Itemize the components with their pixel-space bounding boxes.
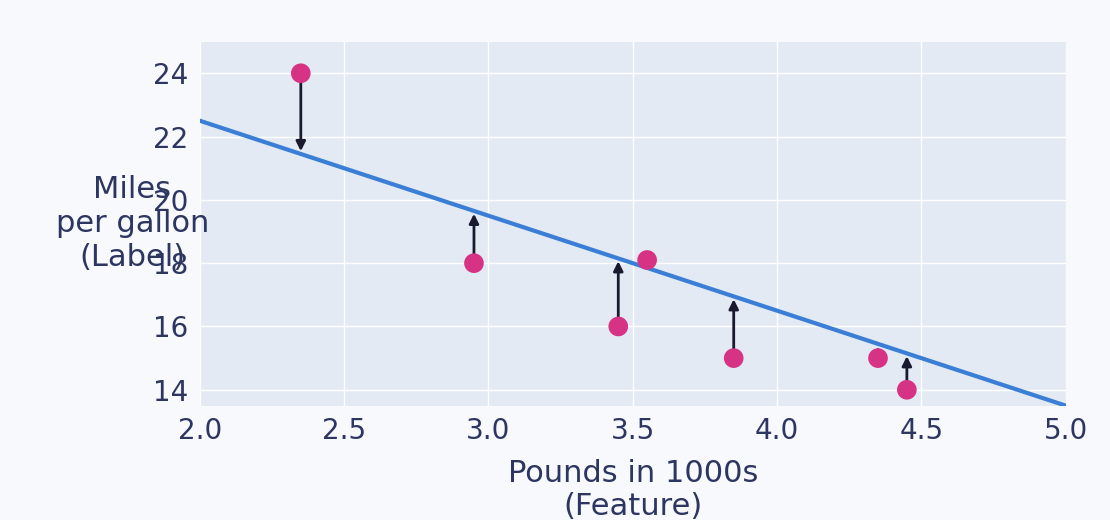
Point <box>725 354 743 362</box>
Point <box>869 354 887 362</box>
Point <box>465 259 483 267</box>
Point <box>609 322 627 331</box>
Point <box>638 256 656 264</box>
Y-axis label: Miles
per gallon
(Label): Miles per gallon (Label) <box>56 175 209 271</box>
Point <box>898 386 916 394</box>
X-axis label: Pounds in 1000s
(Feature): Pounds in 1000s (Feature) <box>507 459 758 520</box>
Point <box>292 69 310 77</box>
